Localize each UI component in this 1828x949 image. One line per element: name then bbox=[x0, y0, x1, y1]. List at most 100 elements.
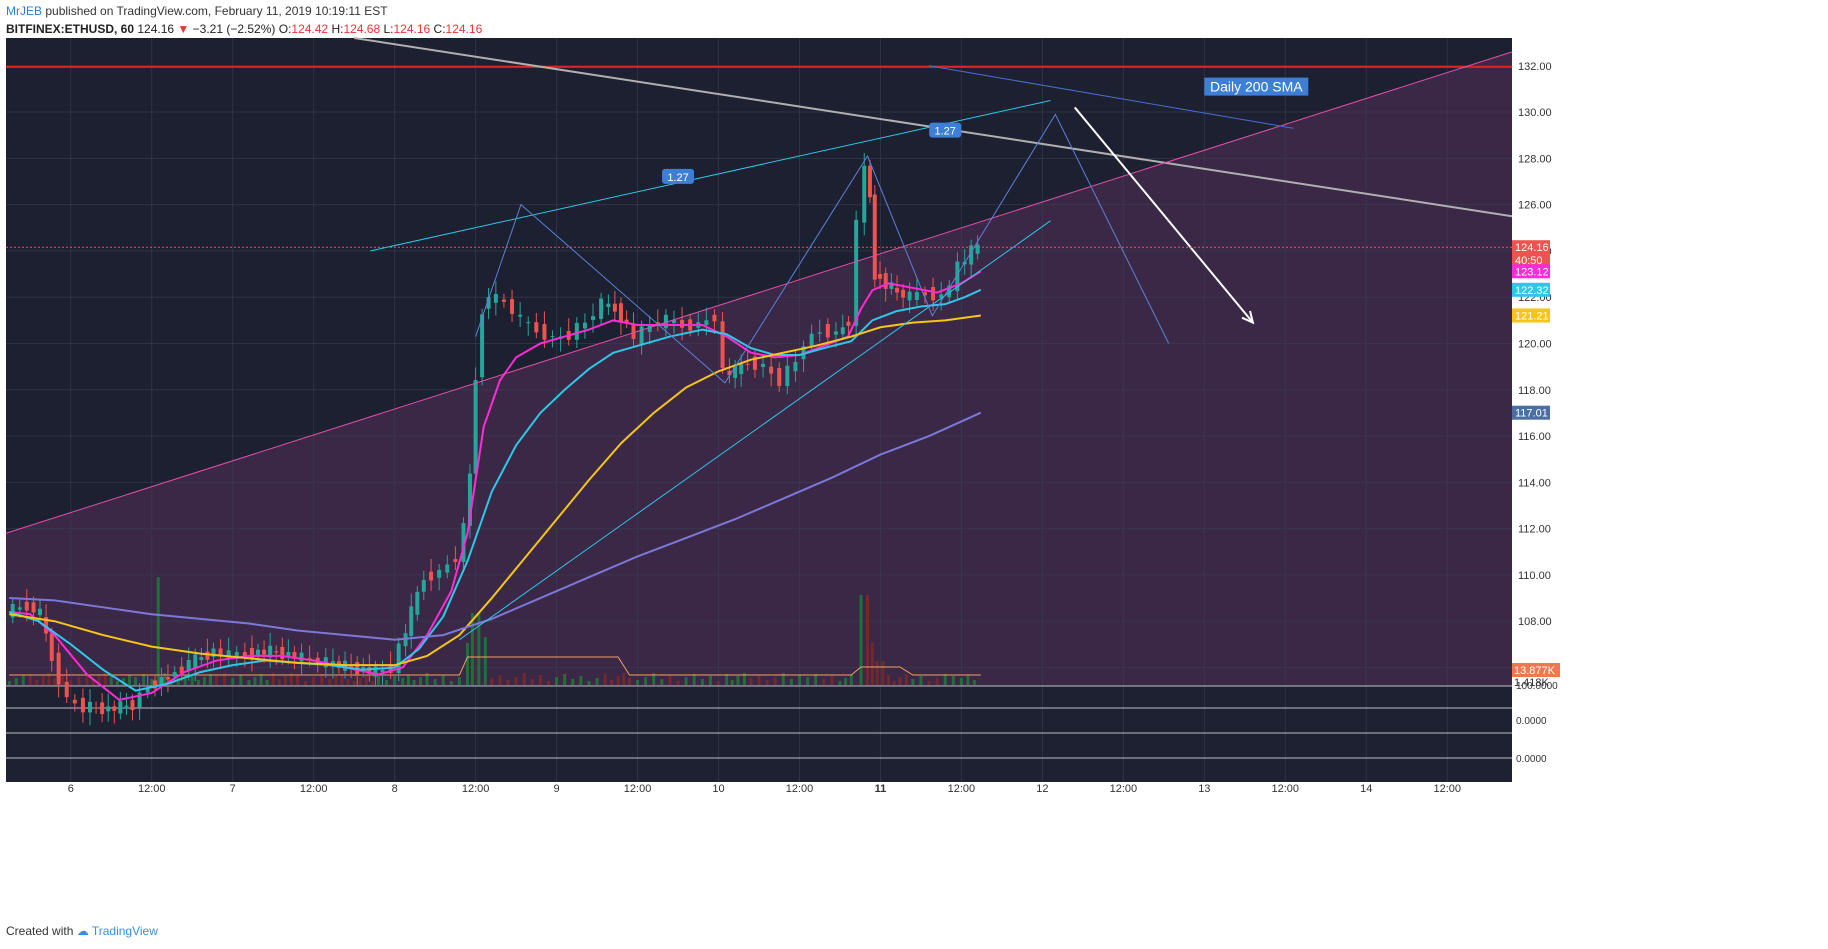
candle-body bbox=[262, 649, 267, 655]
candle-body bbox=[88, 701, 93, 713]
volume-bar bbox=[346, 679, 350, 685]
x-tick-label: 14 bbox=[1360, 783, 1372, 795]
candle-body bbox=[854, 219, 859, 326]
volume-bar bbox=[875, 661, 879, 685]
candle-body bbox=[550, 336, 555, 338]
volume-bar bbox=[433, 679, 437, 685]
volume-bar bbox=[506, 680, 510, 685]
candle-body bbox=[234, 651, 239, 659]
volume-bar bbox=[870, 643, 874, 685]
y-tick-label: 132.00 bbox=[1518, 61, 1552, 73]
volume-bar bbox=[904, 674, 908, 685]
candle-body bbox=[211, 648, 216, 657]
volume-bar bbox=[190, 674, 194, 685]
channel-fill bbox=[6, 51, 1512, 686]
price-label-box bbox=[1512, 264, 1550, 279]
candle-body bbox=[518, 314, 523, 317]
high-label: H: bbox=[331, 22, 344, 36]
volume-bar bbox=[53, 678, 57, 685]
volume-bar bbox=[320, 674, 324, 685]
candle-body bbox=[100, 702, 105, 715]
price-label: 122.32 bbox=[1515, 285, 1549, 297]
volume-bar bbox=[676, 681, 680, 685]
candle-body bbox=[461, 523, 466, 562]
candle-body bbox=[373, 666, 378, 677]
candle-body bbox=[889, 282, 894, 289]
volume-bar bbox=[822, 679, 826, 685]
candle-body bbox=[112, 706, 117, 711]
candle-body bbox=[429, 571, 434, 581]
volume-bar bbox=[644, 677, 648, 685]
x-tick-label: 12:00 bbox=[138, 783, 166, 795]
volume-bar bbox=[183, 675, 187, 685]
candle-body bbox=[501, 299, 506, 302]
y-tick-label: 108.00 bbox=[1518, 616, 1552, 628]
volume-bar bbox=[370, 681, 374, 685]
volume-bar bbox=[844, 678, 848, 685]
volume-bar bbox=[498, 675, 502, 685]
volume-bar bbox=[265, 680, 269, 685]
candle-body bbox=[761, 363, 766, 368]
candle-body bbox=[777, 368, 782, 387]
volume-bar bbox=[972, 680, 976, 685]
volume-bar bbox=[898, 677, 902, 685]
tradingview-logo-icon[interactable]: ☁ bbox=[76, 924, 89, 938]
candle-body bbox=[64, 681, 69, 698]
candle-body bbox=[939, 294, 944, 298]
volume-bar bbox=[304, 681, 308, 685]
price-label-box bbox=[1512, 282, 1550, 297]
candle-body bbox=[591, 316, 596, 320]
volume-bar bbox=[522, 673, 526, 685]
lower-wedge-line bbox=[459, 220, 1051, 641]
close-label: C: bbox=[433, 22, 446, 36]
y-tick-label: 114.00 bbox=[1518, 477, 1551, 489]
candle-body bbox=[493, 293, 498, 303]
volume-bar bbox=[115, 681, 119, 685]
candle-body bbox=[712, 314, 717, 322]
close-value: 124.16 bbox=[445, 22, 483, 36]
volume-bar bbox=[865, 595, 869, 685]
low-label: L: bbox=[383, 22, 394, 36]
candle-body bbox=[846, 321, 851, 326]
pattern-zigzag bbox=[475, 113, 1170, 384]
volume-bar bbox=[838, 681, 842, 685]
volume-ma-line bbox=[9, 656, 981, 676]
candle-body bbox=[130, 700, 135, 711]
x-tick-label: 12:00 bbox=[1110, 783, 1138, 795]
volume-bar bbox=[277, 679, 281, 685]
symbol-label[interactable]: BITFINEX:ETHUSD, 60 bbox=[6, 22, 135, 36]
candle-body bbox=[172, 672, 177, 677]
candle-body bbox=[10, 604, 15, 618]
candle-body bbox=[582, 322, 587, 329]
volume-bar bbox=[425, 673, 429, 685]
candle-body bbox=[671, 319, 676, 324]
candle-body bbox=[907, 291, 912, 301]
candle-body bbox=[299, 652, 304, 662]
volume-bar bbox=[253, 677, 257, 685]
volume-bar bbox=[401, 678, 405, 685]
volume-bar bbox=[340, 673, 344, 685]
fib-label-box bbox=[662, 168, 695, 184]
x-tick-label: 13 bbox=[1198, 783, 1210, 795]
volume-bar bbox=[223, 673, 227, 685]
y-tick-label: 130.00 bbox=[1518, 107, 1552, 119]
volume-bar bbox=[393, 676, 397, 685]
y-tick-label: 110.00 bbox=[1518, 570, 1551, 582]
candle-body bbox=[752, 356, 757, 370]
tradingview-brand[interactable]: TradingView bbox=[91, 924, 158, 938]
candle-body bbox=[526, 322, 531, 324]
arrow-head-icon bbox=[1241, 310, 1255, 325]
volume-bar bbox=[176, 678, 180, 685]
volume-bar bbox=[134, 677, 138, 685]
volume-bar bbox=[943, 674, 947, 685]
author-link[interactable]: MrJEB bbox=[6, 4, 42, 18]
volume-bar bbox=[271, 673, 275, 685]
price-label: 117.01 bbox=[1515, 408, 1548, 420]
candle-body bbox=[72, 699, 77, 704]
volume-max-box bbox=[1512, 663, 1560, 677]
volume-bar bbox=[668, 675, 672, 685]
volume-bar bbox=[385, 680, 389, 685]
candle-body bbox=[534, 322, 539, 333]
volume-bar bbox=[41, 676, 45, 685]
